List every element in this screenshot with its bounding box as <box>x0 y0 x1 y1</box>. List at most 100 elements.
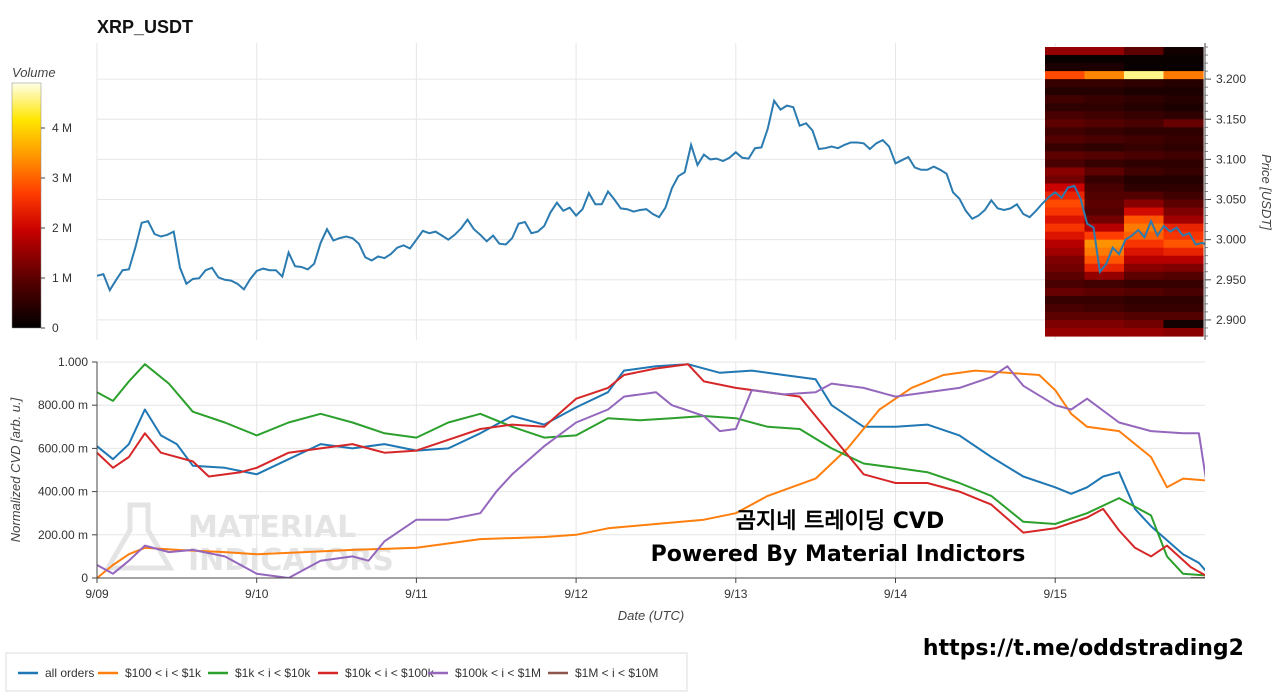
legend-label[interactable]: $100k < i < $1M <box>455 666 541 680</box>
price-plot-area <box>97 43 1205 340</box>
heatmap-cell <box>1084 295 1125 305</box>
heatmap-cell <box>1084 111 1125 120</box>
heatmap-cell <box>1045 199 1086 209</box>
cvd-tick-label: 600.00 m <box>38 441 88 455</box>
heatmap-cell <box>1045 207 1086 217</box>
x-tick-label: 9/13 <box>724 587 748 601</box>
heatmap-cell <box>1084 135 1125 144</box>
cvd-tick-label: 200.00 m <box>38 528 88 542</box>
legend-label[interactable]: $10k < i < $100k <box>345 666 435 680</box>
legend-items: all orders $100 < i < $1k $1k < i < $10k $1… <box>18 666 658 680</box>
heatmap-cell <box>1124 167 1165 177</box>
legend-label[interactable]: $1k < i < $10k <box>235 666 311 680</box>
legend-label[interactable]: $1M < i < $10M <box>575 666 658 680</box>
x-tick-label: 9/10 <box>245 587 269 601</box>
heatmap-cell <box>1045 215 1086 225</box>
heatmap-cell <box>1163 239 1204 249</box>
legend-label[interactable]: all orders <box>45 666 94 680</box>
heatmap-cell <box>1045 47 1086 56</box>
heatmap-cell <box>1163 247 1204 257</box>
legend <box>5 652 688 692</box>
heatmap-cell <box>1045 79 1086 88</box>
colorbar-label: Volume <box>12 65 56 80</box>
date-x-ticks: 9/09 9/10 9/11 9/12 9/13 9/14 9/15 <box>85 578 1067 601</box>
heatmap-cell <box>1084 175 1125 185</box>
heatmap-cell <box>1124 55 1165 64</box>
x-tick-label: 9/15 <box>1044 587 1068 601</box>
heatmap-cell <box>1124 319 1165 329</box>
heatmap-cell <box>1084 127 1125 136</box>
heatmap-cell <box>1045 231 1086 241</box>
heatmap-cell <box>1124 159 1165 169</box>
heatmap-cell <box>1045 63 1086 72</box>
watermark-line1: MATERIAL <box>188 510 356 545</box>
colorbar-ticks: 0 1 M 2 M 3 M 4 M <box>41 121 72 335</box>
heatmap-cell <box>1045 175 1086 185</box>
heatmap-cell <box>1084 71 1125 80</box>
legend-label[interactable]: $100 < i < $1k <box>125 666 202 680</box>
heatmap-cell <box>1163 103 1204 112</box>
heatmap-cell <box>1163 175 1204 185</box>
chart-title: XRP_USDT <box>97 17 193 37</box>
overlay-subtitle: Powered By Material Indictors <box>651 542 1026 567</box>
heatmap-cell <box>1084 327 1125 337</box>
heatmap-cell <box>1084 303 1125 313</box>
heatmap-cell <box>1084 247 1125 257</box>
cvd-tick-label: 800.00 m <box>38 398 88 412</box>
heatmap-cell <box>1124 279 1165 289</box>
heatmap-cell <box>1163 47 1204 56</box>
heatmap-cell <box>1045 303 1086 313</box>
heatmap-cell <box>1084 159 1125 169</box>
heatmap-cell <box>1084 207 1125 217</box>
cvd-y-ticks: 0 200.00 m 400.00 m 600.00 m 800.00 m 1.000 <box>38 355 97 585</box>
heatmap-cell <box>1124 135 1165 144</box>
heatmap-cell <box>1045 279 1086 289</box>
heatmap-cell <box>1124 215 1165 225</box>
colorbar-tick-label: 4 M <box>52 121 72 135</box>
cvd-plot-area <box>97 362 1205 578</box>
heatmap-cell <box>1163 159 1204 169</box>
telegram-link[interactable]: https://t.me/oddstrading2 <box>923 636 1244 661</box>
heatmap-cell <box>1124 63 1165 72</box>
heatmap-cell <box>1084 319 1125 329</box>
colorbar-tick-label: 2 M <box>52 221 72 235</box>
price-tick-label: 3.100 <box>1216 152 1246 166</box>
heatmap-cell <box>1045 247 1086 257</box>
heatmap-cell <box>1163 327 1204 337</box>
heatmap-cell <box>1084 311 1125 321</box>
cvd-axis-label: Normalized CVD [arb. u.] <box>8 397 23 542</box>
heatmap-cell <box>1163 287 1204 297</box>
cvd-tick-label: 1.000 <box>58 355 88 369</box>
heatmap-cell <box>1163 215 1204 225</box>
heatmap-cell <box>1084 263 1125 273</box>
heatmap-cell <box>1084 287 1125 297</box>
heatmap-cell <box>1045 255 1086 265</box>
heatmap-cell <box>1124 95 1165 104</box>
heatmap-cell <box>1084 279 1125 289</box>
price-axis-label: Price [USDT] <box>1259 154 1274 230</box>
heatmap-cell <box>1045 111 1086 120</box>
heatmap-cell <box>1124 255 1165 265</box>
heatmap-cell <box>1124 199 1165 209</box>
heatmap-cell <box>1124 87 1165 96</box>
heatmap-cell <box>1124 47 1165 56</box>
price-tick-label: 2.900 <box>1216 313 1246 327</box>
heatmap-cell <box>1124 71 1165 80</box>
price-tick-label: 3.150 <box>1216 112 1246 126</box>
heatmap-cell <box>1045 263 1086 273</box>
heatmap-cell <box>1163 279 1204 289</box>
colorbar-tick-label: 1 M <box>52 271 72 285</box>
cvd-line-1 <box>97 369 1205 578</box>
cvd-line-4 <box>97 365 1205 578</box>
heatmap-cell <box>1163 255 1204 265</box>
heatmap-cell <box>1163 151 1204 160</box>
heatmap-cell <box>1084 239 1125 249</box>
heatmap-cell <box>1124 271 1165 281</box>
heatmap-cell <box>1163 79 1204 88</box>
price-tick-label: 2.950 <box>1216 273 1246 287</box>
heatmap-cell <box>1124 247 1165 257</box>
heatmap-cell <box>1045 143 1086 152</box>
heatmap-cell <box>1045 55 1086 64</box>
heatmap-cell <box>1045 71 1086 80</box>
cvd-line-3 <box>97 363 1205 577</box>
